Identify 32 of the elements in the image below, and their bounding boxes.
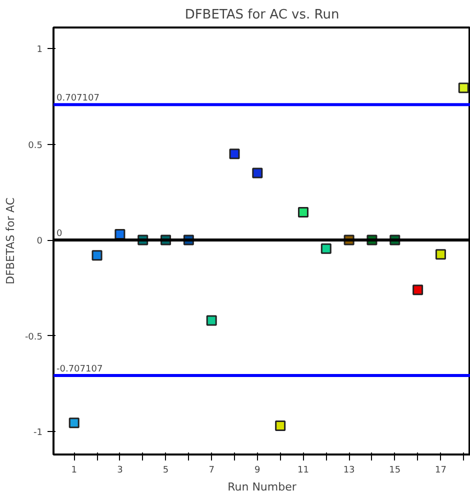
- x-tick-label: 17: [434, 466, 446, 476]
- point: [275, 420, 286, 432]
- point: [252, 168, 263, 178]
- ref-line-label: 0: [56, 229, 62, 240]
- x-tick-label: 3: [117, 466, 123, 476]
- point: [458, 82, 469, 94]
- point: [412, 284, 424, 296]
- x-tick-label: 7: [208, 466, 214, 476]
- point: [92, 250, 102, 261]
- y-tick-label: 1: [36, 45, 43, 56]
- x-axis-title: Run Number: [228, 480, 297, 494]
- y-tick-label: 0.5: [28, 140, 43, 151]
- ref-line-label: -0.707107: [56, 364, 103, 374]
- x-tick-label: 13: [343, 466, 355, 476]
- point: [298, 207, 308, 218]
- x-tick-label: 5: [162, 466, 169, 476]
- point: [435, 249, 446, 260]
- y-tick-label: -0.5: [24, 332, 42, 342]
- point: [206, 315, 217, 326]
- point: [114, 229, 126, 240]
- y-tick-label: 0: [36, 236, 43, 247]
- point: [320, 243, 332, 254]
- ref-line-label: 0.707107: [56, 94, 100, 104]
- y-axis-title: DFBETAS for AC: [4, 197, 17, 284]
- y-tick-label: -1: [34, 428, 43, 438]
- x-tick-label: 11: [298, 466, 309, 476]
- chart-title: DFBETAS for AC vs. Run: [184, 8, 340, 22]
- x-tick-label: 9: [254, 466, 261, 476]
- x-tick-label: 15: [389, 466, 401, 476]
- x-tick-label: 1: [71, 466, 77, 476]
- point: [229, 148, 240, 160]
- point: [68, 418, 80, 428]
